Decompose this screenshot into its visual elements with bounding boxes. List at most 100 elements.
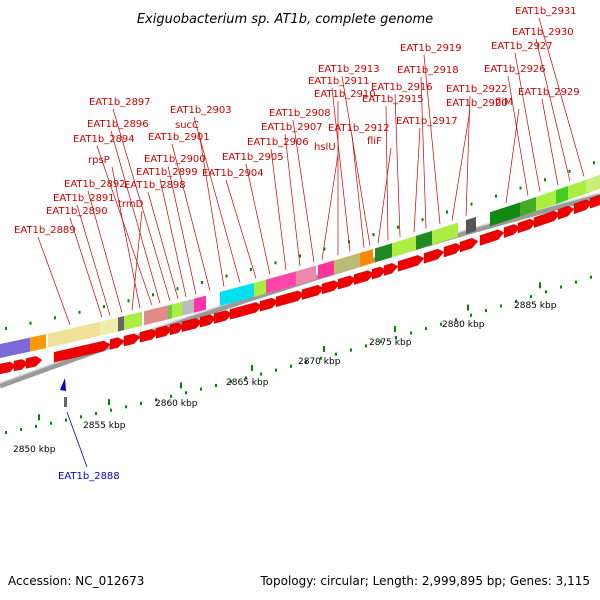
feature-segment[interactable] xyxy=(416,230,432,250)
gene-label[interactable]: EAT1b_2926 xyxy=(484,64,546,75)
feature-segment[interactable] xyxy=(360,248,373,267)
gene-label[interactable]: EAT1b_2899 xyxy=(136,167,198,178)
gene-label[interactable]: EAT1b_2892 xyxy=(64,179,126,190)
feature-segment[interactable] xyxy=(266,271,296,294)
gene-label[interactable]: EAT1b_2905 xyxy=(222,152,284,163)
gene-label[interactable]: EAT1b_2891 xyxy=(53,193,115,204)
gene-arrow[interactable] xyxy=(383,263,399,276)
feature-segment[interactable] xyxy=(100,317,118,336)
gene-label[interactable]: EAT1b_2920 xyxy=(446,98,508,109)
gene-label[interactable]: EAT1b_2913 xyxy=(318,64,380,75)
gene-label[interactable]: EAT1b_2889 xyxy=(14,225,76,236)
gene-arrow[interactable] xyxy=(53,340,111,363)
gene-label[interactable]: EAT1b_2911 xyxy=(308,76,370,87)
gene-arrow[interactable] xyxy=(213,310,233,324)
gene-label[interactable]: hslU xyxy=(314,142,336,153)
gene-label[interactable]: EAT1b_2916 xyxy=(371,82,433,93)
feature-segment[interactable] xyxy=(586,174,600,194)
feature-segment[interactable] xyxy=(520,196,536,217)
gene-arrow[interactable] xyxy=(337,275,357,290)
gene-arrow[interactable] xyxy=(169,322,185,336)
gene-arrow[interactable] xyxy=(443,243,463,258)
feature-segment[interactable] xyxy=(556,186,568,205)
gene-arrow[interactable] xyxy=(181,318,203,332)
gene-label[interactable]: EAT1b_2931 xyxy=(515,6,577,17)
gene-label[interactable]: EAT1b_2900 xyxy=(144,154,206,165)
feature-segment[interactable] xyxy=(375,243,392,263)
gene-arrow[interactable] xyxy=(479,229,505,246)
gene-arrow[interactable] xyxy=(0,361,17,375)
gene-arrow[interactable] xyxy=(321,280,341,295)
gene-label[interactable]: EAT1b_2922 xyxy=(446,84,508,95)
feature-segment[interactable] xyxy=(124,311,142,331)
gene-arrow[interactable] xyxy=(25,356,43,369)
feature-segment[interactable] xyxy=(48,321,100,348)
feature-segment[interactable] xyxy=(220,282,254,306)
feature-segment[interactable] xyxy=(172,301,182,319)
gene-arrow[interactable] xyxy=(275,290,305,308)
feature-segment[interactable] xyxy=(0,337,30,358)
gene-arrow[interactable] xyxy=(109,337,125,350)
gene-arrow[interactable] xyxy=(13,359,29,372)
gene-label[interactable]: EAT1b_2912 xyxy=(328,123,390,134)
highlight-gene-label[interactable]: EAT1b_2888 xyxy=(58,471,120,482)
gene-label[interactable]: trmD xyxy=(118,199,144,210)
scale-major-tick xyxy=(467,304,469,311)
gene-label[interactable]: fliM xyxy=(495,97,513,108)
tick-mark xyxy=(372,233,375,237)
gene-arrow[interactable] xyxy=(229,302,263,320)
gene-label[interactable]: EAT1b_2919 xyxy=(400,43,462,54)
feature-segment[interactable] xyxy=(168,304,172,320)
gene-arrow[interactable] xyxy=(397,255,425,272)
feature-segment[interactable] xyxy=(118,316,124,332)
feature-segment[interactable] xyxy=(318,260,334,280)
gene-label[interactable]: EAT1b_2897 xyxy=(89,97,151,108)
ruler-dot xyxy=(20,427,22,431)
gene-arrow[interactable] xyxy=(155,325,173,339)
gene-label[interactable]: EAT1b_2901 xyxy=(148,132,210,143)
feature-segment[interactable] xyxy=(144,305,168,326)
gene-arrow[interactable] xyxy=(123,333,141,347)
gene-arrow[interactable] xyxy=(589,194,600,209)
feature-segment[interactable] xyxy=(432,222,458,245)
gene-arrow[interactable] xyxy=(573,199,593,215)
gene-label[interactable]: EAT1b_2904 xyxy=(202,168,264,179)
gene-arrow[interactable] xyxy=(139,329,159,343)
gene-label[interactable]: EAT1b_2890 xyxy=(46,206,108,217)
gene-label[interactable]: EAT1b_2915 xyxy=(362,94,424,105)
gene-label[interactable]: EAT1b_2898 xyxy=(124,180,186,191)
gene-arrow[interactable] xyxy=(301,284,325,300)
gene-arrow[interactable] xyxy=(199,314,217,328)
gene-arrow[interactable] xyxy=(503,224,521,238)
feature-segment[interactable] xyxy=(536,190,556,211)
gene-arrow[interactable] xyxy=(459,237,479,253)
gene-label[interactable]: sucC xyxy=(175,120,199,131)
gene-label[interactable]: fliF xyxy=(367,136,382,147)
gene-label[interactable]: EAT1b_2906 xyxy=(247,137,309,148)
gene-label[interactable]: EAT1b_2903 xyxy=(170,105,232,116)
feature-segment[interactable] xyxy=(296,265,316,286)
gene-label[interactable]: EAT1b_2927 xyxy=(491,41,553,52)
gene-arrow[interactable] xyxy=(423,248,445,264)
gene-arrow[interactable] xyxy=(557,205,575,220)
gene-arrow[interactable] xyxy=(517,218,537,234)
gene-label[interactable]: rpsP xyxy=(88,155,110,166)
gene-label[interactable]: EAT1b_2918 xyxy=(397,65,459,76)
gene-label[interactable]: EAT1b_2908 xyxy=(269,108,331,119)
feature-segment[interactable] xyxy=(490,202,520,227)
feature-segment[interactable] xyxy=(254,279,266,297)
feature-segment[interactable] xyxy=(194,295,206,313)
gene-arrow[interactable] xyxy=(371,266,387,280)
feature-segment[interactable] xyxy=(568,179,586,201)
feature-segment[interactable] xyxy=(182,298,194,316)
feature-segment[interactable] xyxy=(466,216,476,235)
feature-segment[interactable] xyxy=(334,252,360,275)
gene-label[interactable]: EAT1b_2907 xyxy=(261,122,323,133)
feature-segment[interactable] xyxy=(30,334,46,352)
gene-label[interactable]: EAT1b_2894 xyxy=(73,134,135,145)
gene-label[interactable]: EAT1b_2917 xyxy=(396,116,458,127)
feature-segment[interactable] xyxy=(392,235,416,258)
gene-arrow[interactable] xyxy=(353,270,375,285)
gene-arrow[interactable] xyxy=(533,210,561,228)
gene-arrow[interactable] xyxy=(259,297,279,312)
